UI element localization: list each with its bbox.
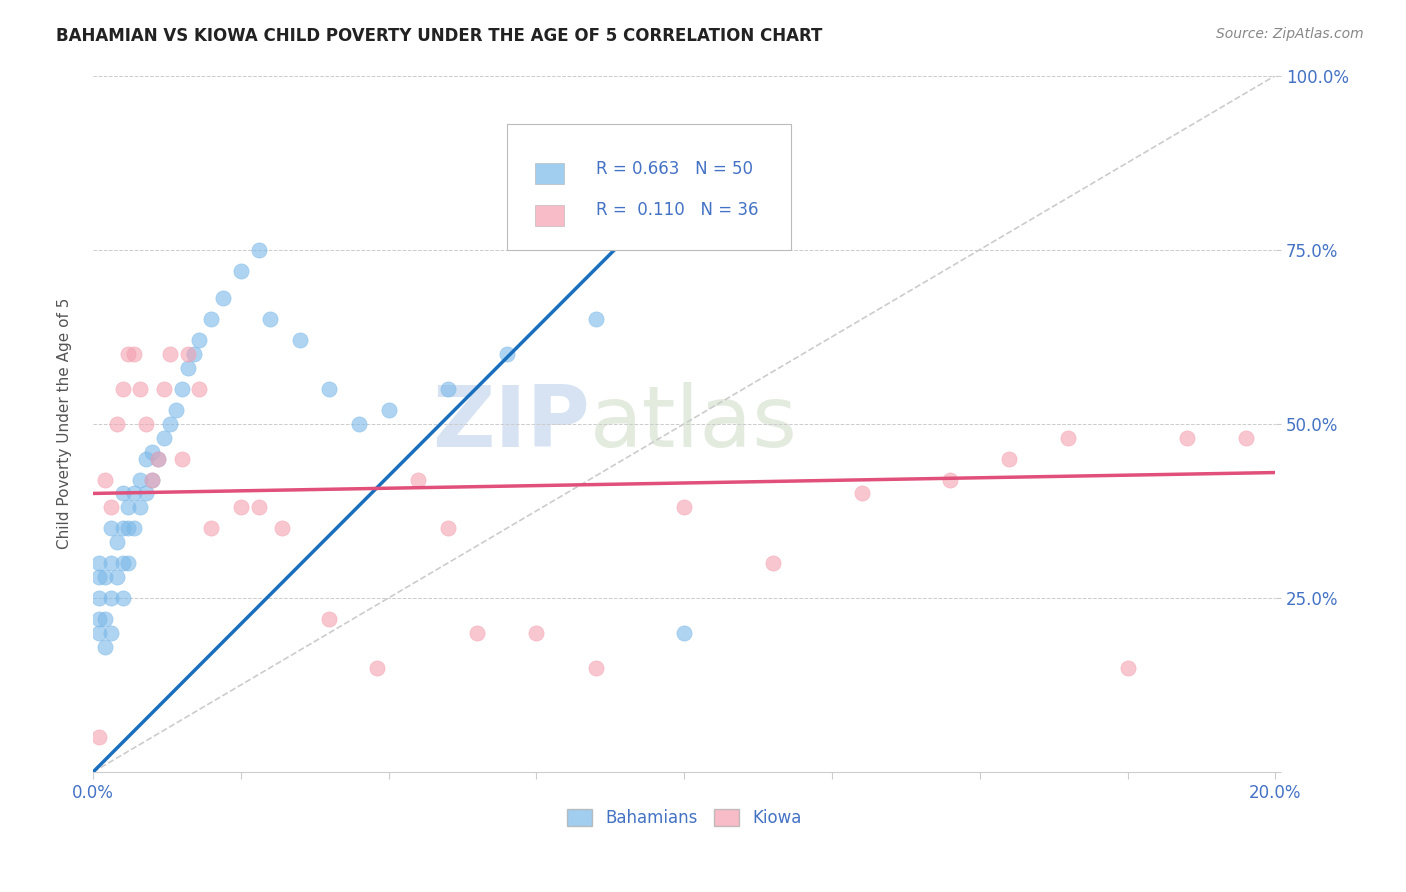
Point bbox=[124, 486, 146, 500]
Point bbox=[105, 417, 128, 431]
Point bbox=[87, 570, 110, 584]
Point bbox=[188, 382, 211, 396]
Point bbox=[159, 347, 181, 361]
Point bbox=[271, 521, 294, 535]
Point bbox=[129, 382, 152, 396]
FancyBboxPatch shape bbox=[536, 163, 564, 184]
Point bbox=[436, 521, 458, 535]
Point bbox=[318, 612, 340, 626]
Point bbox=[94, 640, 117, 654]
Point bbox=[585, 312, 607, 326]
FancyBboxPatch shape bbox=[506, 124, 790, 250]
Point bbox=[141, 473, 163, 487]
Point bbox=[135, 486, 157, 500]
Text: BAHAMIAN VS KIOWA CHILD POVERTY UNDER THE AGE OF 5 CORRELATION CHART: BAHAMIAN VS KIOWA CHILD POVERTY UNDER TH… bbox=[56, 27, 823, 45]
Point bbox=[762, 556, 785, 570]
Point bbox=[105, 570, 128, 584]
Point bbox=[94, 570, 117, 584]
Point bbox=[1116, 660, 1139, 674]
Point bbox=[1175, 431, 1198, 445]
Point bbox=[176, 361, 198, 376]
Point bbox=[183, 347, 205, 361]
Point bbox=[165, 402, 187, 417]
Point bbox=[87, 625, 110, 640]
Point bbox=[141, 444, 163, 458]
Point bbox=[939, 473, 962, 487]
Point bbox=[100, 556, 122, 570]
Point bbox=[111, 521, 134, 535]
Point bbox=[87, 612, 110, 626]
Point bbox=[100, 500, 122, 515]
Point bbox=[135, 417, 157, 431]
Text: R = 0.663   N = 50: R = 0.663 N = 50 bbox=[596, 161, 752, 178]
Point bbox=[105, 535, 128, 549]
Point bbox=[146, 451, 169, 466]
Point bbox=[247, 500, 270, 515]
Point bbox=[673, 500, 696, 515]
Point bbox=[851, 486, 873, 500]
Point bbox=[200, 312, 222, 326]
Point bbox=[465, 625, 488, 640]
Point bbox=[100, 521, 122, 535]
Point bbox=[124, 347, 146, 361]
Text: R =  0.110   N = 36: R = 0.110 N = 36 bbox=[596, 201, 758, 219]
Point bbox=[170, 382, 193, 396]
Point bbox=[200, 521, 222, 535]
Point bbox=[129, 500, 152, 515]
FancyBboxPatch shape bbox=[536, 204, 564, 226]
Point bbox=[247, 243, 270, 257]
Point bbox=[259, 312, 281, 326]
Point bbox=[135, 451, 157, 466]
Point bbox=[87, 591, 110, 605]
Point bbox=[212, 292, 235, 306]
Point bbox=[141, 473, 163, 487]
Point bbox=[188, 333, 211, 347]
Point bbox=[229, 500, 252, 515]
Point bbox=[117, 500, 139, 515]
Text: Source: ZipAtlas.com: Source: ZipAtlas.com bbox=[1216, 27, 1364, 41]
Point bbox=[1057, 431, 1080, 445]
Point bbox=[495, 347, 517, 361]
Point bbox=[87, 730, 110, 744]
Point bbox=[673, 625, 696, 640]
Point bbox=[288, 333, 311, 347]
Point bbox=[998, 451, 1021, 466]
Point bbox=[159, 417, 181, 431]
Point bbox=[366, 660, 388, 674]
Point bbox=[153, 431, 176, 445]
Point bbox=[526, 625, 548, 640]
Point bbox=[124, 521, 146, 535]
Point bbox=[153, 382, 176, 396]
Point bbox=[111, 486, 134, 500]
Point bbox=[117, 347, 139, 361]
Point bbox=[318, 382, 340, 396]
Point bbox=[347, 417, 370, 431]
Text: ZIP: ZIP bbox=[432, 383, 589, 466]
Y-axis label: Child Poverty Under the Age of 5: Child Poverty Under the Age of 5 bbox=[58, 298, 72, 549]
Point bbox=[117, 521, 139, 535]
Point bbox=[146, 451, 169, 466]
Legend: Bahamians, Kiowa: Bahamians, Kiowa bbox=[560, 802, 808, 833]
Point bbox=[170, 451, 193, 466]
Point bbox=[1234, 431, 1257, 445]
Point bbox=[117, 556, 139, 570]
Point bbox=[111, 382, 134, 396]
Text: atlas: atlas bbox=[589, 383, 797, 466]
Point bbox=[87, 556, 110, 570]
Point bbox=[229, 263, 252, 277]
Point bbox=[377, 402, 399, 417]
Point bbox=[94, 612, 117, 626]
Point bbox=[100, 625, 122, 640]
Point bbox=[100, 591, 122, 605]
Point bbox=[111, 591, 134, 605]
Point bbox=[176, 347, 198, 361]
Point bbox=[436, 382, 458, 396]
Point bbox=[406, 473, 429, 487]
Point bbox=[585, 660, 607, 674]
Point bbox=[129, 473, 152, 487]
Point bbox=[94, 473, 117, 487]
Point bbox=[111, 556, 134, 570]
